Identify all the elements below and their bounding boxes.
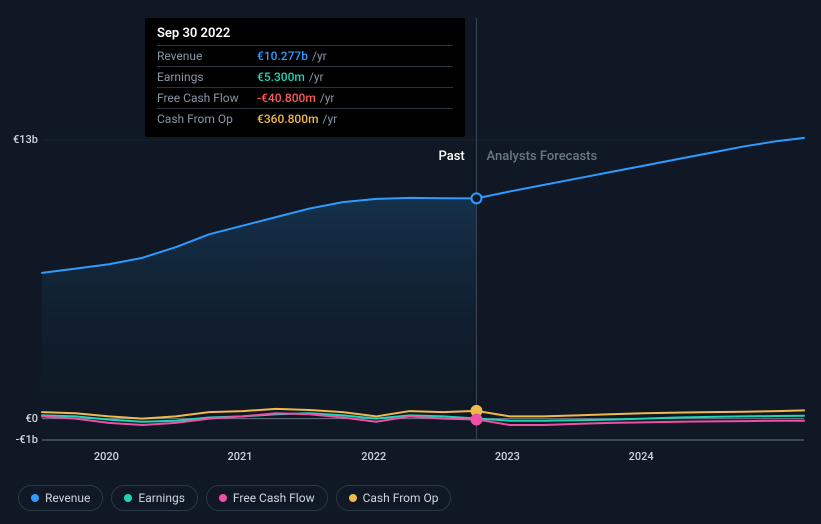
tooltip-row-unit: /yr: [320, 91, 335, 105]
tooltip-row-unit: /yr: [312, 49, 327, 63]
x-axis-tick: 2020: [94, 450, 119, 463]
tooltip-row: Revenue€10.277b/yr: [157, 45, 453, 66]
legend-dot-icon: [219, 494, 227, 502]
tooltip-row-value: €360.800m: [257, 112, 319, 126]
legend-item[interactable]: Free Cash Flow: [206, 485, 328, 511]
legend-label: Cash From Op: [363, 491, 439, 505]
x-axis-tick: 2022: [361, 450, 386, 463]
legend-item[interactable]: Cash From Op: [336, 485, 452, 511]
legend-label: Free Cash Flow: [233, 491, 315, 505]
legend-label: Revenue: [45, 491, 90, 505]
x-axis-tick: 2021: [228, 450, 253, 463]
tooltip-row-label: Revenue: [157, 49, 257, 63]
tooltip-row: Cash From Op€360.800m/yr: [157, 108, 453, 129]
tooltip-row-value: €5.300m: [257, 70, 305, 84]
tooltip-row: Free Cash Flow-€40.800m/yr: [157, 87, 453, 108]
tooltip-row-label: Free Cash Flow: [157, 91, 257, 105]
x-axis-tick: 2023: [495, 450, 520, 463]
legend-dot-icon: [349, 494, 357, 502]
x-axis-tick: 2024: [629, 450, 654, 463]
legend-label: Earnings: [138, 491, 185, 505]
tooltip-row: Earnings€5.300m/yr: [157, 66, 453, 87]
tooltip-row-label: Earnings: [157, 70, 257, 84]
legend-item[interactable]: Earnings: [111, 485, 198, 511]
region-label-past: Past: [438, 149, 464, 164]
chart-tooltip: Sep 30 2022 Revenue€10.277b/yrEarnings€5…: [145, 18, 465, 137]
tooltip-row-label: Cash From Op: [157, 112, 257, 126]
y-axis-tick: €13b: [13, 133, 38, 146]
legend-dot-icon: [124, 494, 132, 502]
legend-dot-icon: [31, 494, 39, 502]
tooltip-date: Sep 30 2022: [157, 26, 453, 41]
tooltip-row-unit: /yr: [309, 70, 324, 84]
legend-item[interactable]: Revenue: [18, 485, 103, 511]
y-axis-tick: -€1b: [16, 433, 38, 446]
region-label-forecast: Analysts Forecasts: [486, 149, 597, 164]
tooltip-row-value: €10.277b: [257, 49, 308, 63]
y-axis-tick: €0: [25, 412, 38, 425]
tooltip-row-value: -€40.800m: [257, 91, 316, 105]
tooltip-row-unit: /yr: [323, 112, 338, 126]
chart-legend: Revenue Earnings Free Cash Flow Cash From O…: [18, 485, 451, 511]
